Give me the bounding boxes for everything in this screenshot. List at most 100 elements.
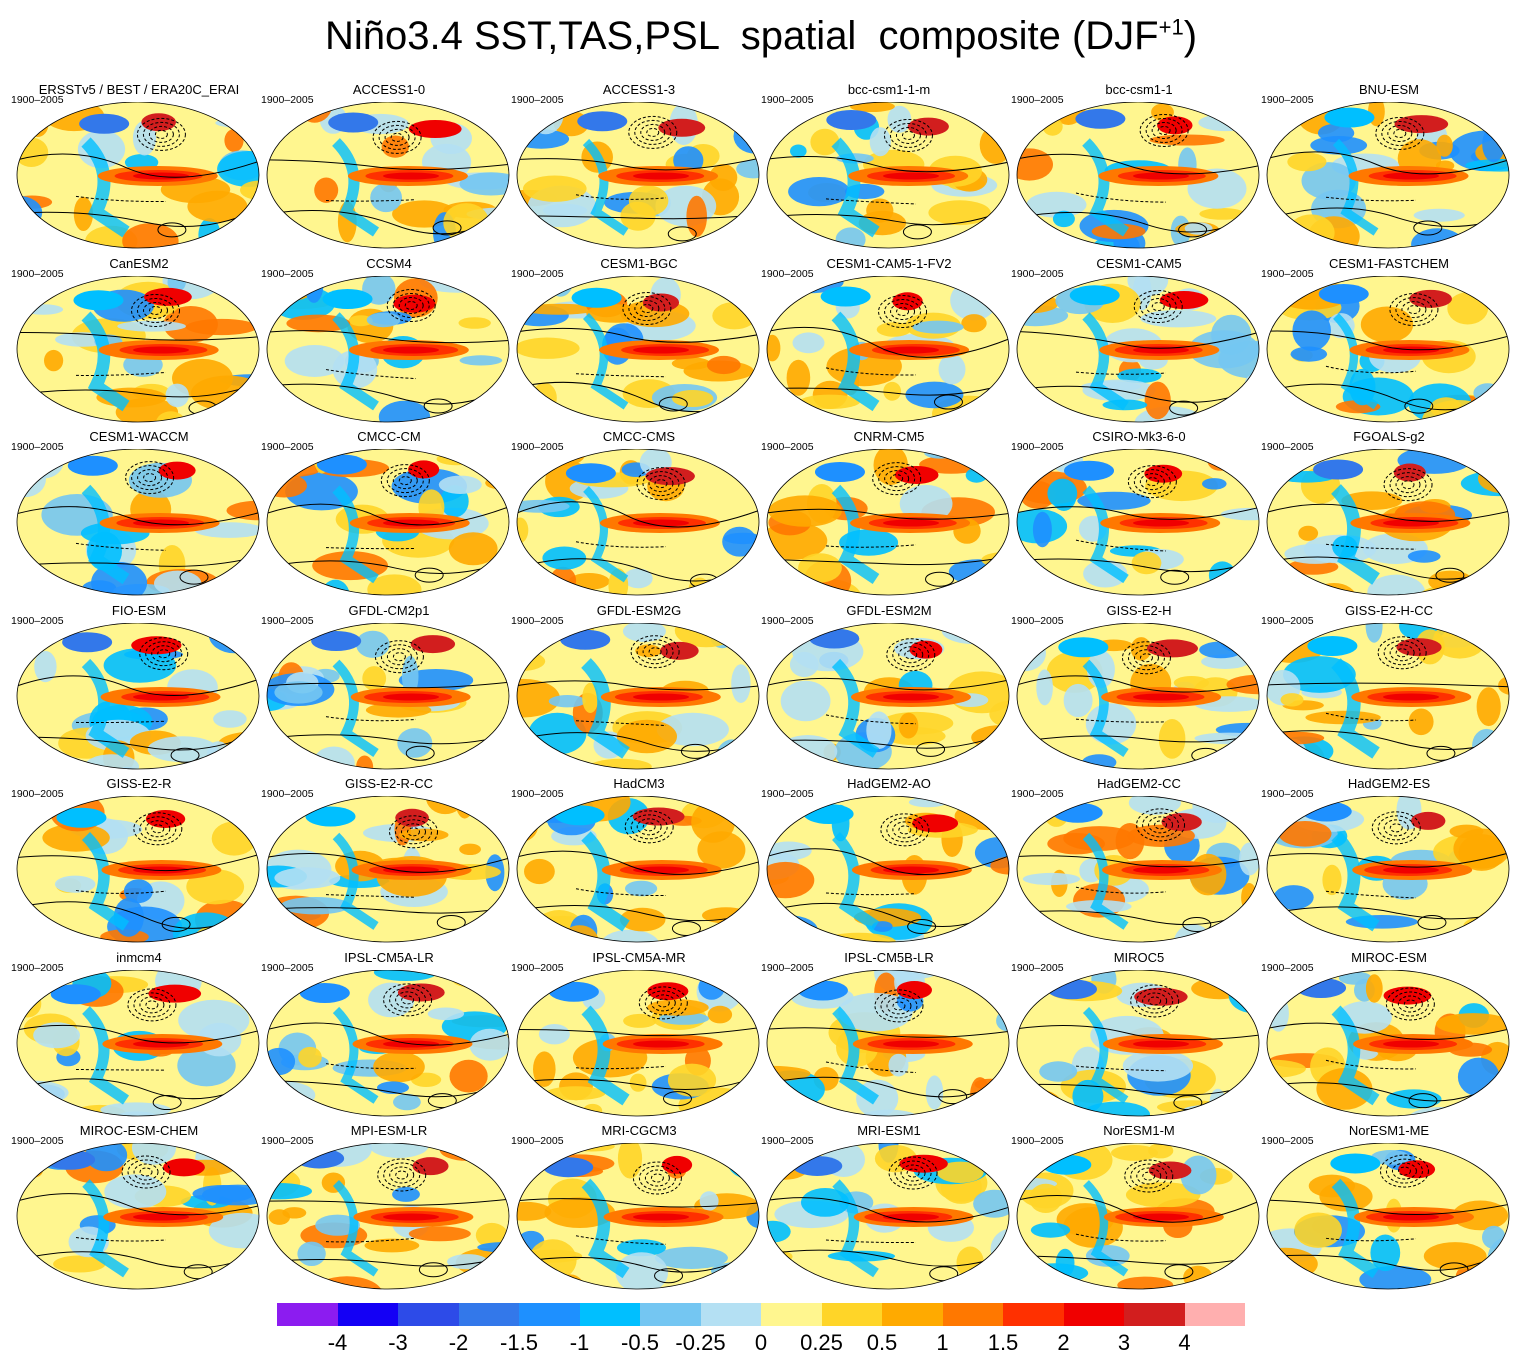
map-panel: bcc-csm1-1 1900–2005 [1011,82,1264,267]
panel-title: IPSL-CM5A-MR [592,949,686,965]
panel-title: CESM1-CAM5 [1096,255,1182,271]
map-panel: NorESM1-M 1900–2005 [1011,1123,1264,1308]
panel-title: MPI-ESM-LR [350,1123,428,1138]
map-svg [1266,969,1510,1116]
colorbar-label: -0.5 [621,1330,659,1355]
panel-period: 1900–2005 [511,94,564,106]
map-panel: GISS-E2-R 1900–2005 [11,776,264,961]
colorbar-label: 3 [1117,1330,1131,1355]
map-svg [766,622,1010,769]
panel-title: GFDL-ESM2M [846,602,932,618]
map-svg [516,622,760,769]
colorbar [277,1303,1245,1326]
map-svg [1266,449,1510,596]
map-svg [1266,622,1510,769]
panel-period: 1900–2005 [511,788,564,800]
map-panel: HadGEM2-AO 1900–2005 [761,776,1014,961]
map-panel: CSIRO-Mk3-6-0 1900–2005 [1011,429,1264,614]
panel-title: FGOALS-g2 [1353,429,1425,444]
colorbar-box [519,1303,580,1326]
map-panel: ACCESS1-3 1900–2005 [511,82,764,267]
panel-title: MIROC-ESM [1351,949,1427,965]
map-svg [16,969,260,1116]
panel-title: CanESM2 [109,255,169,271]
panel-title: bcc-csm1-1-m [847,82,931,97]
colorbar-box [700,1303,761,1326]
map-panel: CMCC-CMS 1900–2005 [511,429,764,614]
panel-title: GISS-E2-R-CC [344,776,434,791]
panel-period: 1900–2005 [1011,1135,1064,1147]
colorbar-box [821,1303,882,1326]
colorbar-box [458,1303,519,1326]
map-panel: CCSM4 1900–2005 [261,256,514,441]
map-panel: CESM1-CAM5-1-FV2 1900–2005 [761,256,1014,441]
map-svg [516,275,760,422]
panel-title: GISS-E2-R [106,776,172,791]
map-panel: GISS-E2-H 1900–2005 [1011,603,1264,788]
map-panel: HadCM3 1900–2005 [511,776,764,961]
map-panel: GISS-E2-H-CC 1900–2005 [1261,603,1514,788]
map-svg [1016,622,1260,769]
panel-period: 1900–2005 [11,267,64,280]
title-superscript: +1 [1158,14,1184,40]
map-panel: BNU-ESM 1900–2005 [1261,82,1514,267]
panel-title: bcc-csm1-1 [1105,82,1173,97]
panel-period: 1900–2005 [1011,441,1064,453]
colorbar-box [882,1303,943,1326]
map-svg [1016,275,1260,422]
colorbar-label: 4 [1178,1330,1191,1355]
panel-title: inmcm4 [116,949,162,965]
map-svg [16,275,260,422]
panel-title: HadGEM2-CC [1097,776,1181,791]
panel-period: 1900–2005 [511,267,564,280]
map-panel: IPSL-CM5A-LR 1900–2005 [261,950,514,1135]
map-svg [16,1143,260,1290]
panel-title: CESM1-CAM5-1-FV2 [826,255,952,271]
panel-period: 1900–2005 [761,441,814,453]
map-svg [1016,449,1260,596]
map-svg [516,1143,760,1290]
panel-period: 1900–2005 [1261,441,1314,453]
panel-period: 1900–2005 [1261,267,1314,280]
map-panel: ACCESS1-0 1900–2005 [261,82,514,267]
map-panel: MRI-ESM1 1900–2005 [761,1123,1014,1308]
map-svg [266,969,510,1116]
map-svg [266,622,510,769]
map-svg [516,796,760,943]
map-svg [766,275,1010,422]
panel-period: 1900–2005 [511,441,564,453]
map-panel: GFDL-CM2p1 1900–2005 [261,603,514,788]
panel-title: HadCM3 [613,776,665,791]
panel-period: 1900–2005 [261,94,314,106]
panel-title: GFDL-ESM2G [596,602,682,618]
map-panel: FGOALS-g2 1900–2005 [1261,429,1514,614]
map-panel: MRI-CGCM3 1900–2005 [511,1123,764,1308]
panel-period: 1900–2005 [11,788,64,800]
panel-title: MIROC5 [1113,949,1165,965]
panel-title: CMCC-CMS [602,429,676,444]
colorbar-label: -0.25 [675,1330,726,1355]
map-panel: inmcm4 1900–2005 [11,950,264,1135]
panel-period: 1900–2005 [1261,961,1314,974]
panel-title: CESM1-FASTCHEM [1329,255,1449,271]
map-panel: GFDL-ESM2M 1900–2005 [761,603,1014,788]
panel-period: 1900–2005 [1011,788,1064,800]
panel-period: 1900–2005 [1261,1135,1314,1147]
colorbar-label: 0.25 [800,1330,843,1355]
panel-title: MIROC-ESM-CHEM [79,1123,199,1138]
colorbar-label: -4 [327,1330,348,1355]
panel-period: 1900–2005 [761,961,814,974]
map-panel: CESM1-BGC 1900–2005 [511,256,764,441]
panel-title: CMCC-CM [357,429,421,444]
colorbar-label: 2 [1057,1330,1070,1355]
map-panel: MPI-ESM-LR 1900–2005 [261,1123,514,1308]
panel-period: 1900–2005 [1011,614,1064,627]
map-svg [1266,275,1510,422]
map-panel: CanESM2 1900–2005 [11,256,264,441]
colorbar-label: -3 [388,1330,408,1355]
panel-period: 1900–2005 [261,267,314,280]
colorbar-label: 0.5 [866,1330,898,1355]
colorbar-box [640,1303,701,1326]
panel-period: 1900–2005 [11,614,64,627]
